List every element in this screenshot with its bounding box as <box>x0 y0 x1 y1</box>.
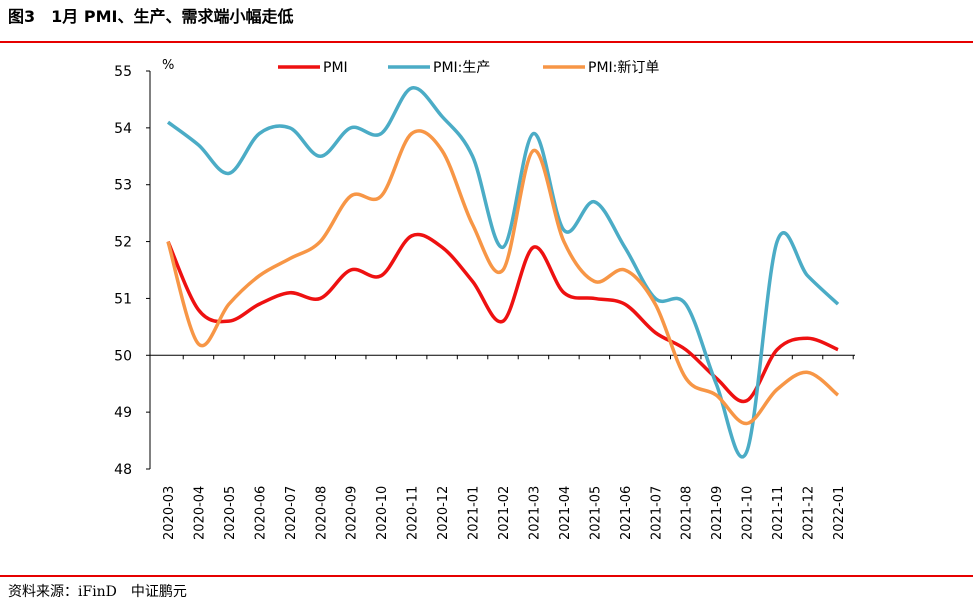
x-tick-label: 2021-04 <box>558 486 573 540</box>
legend-label: PMI:生产 <box>433 60 490 76</box>
legend-label: PMI <box>323 60 348 76</box>
y-tick-label: 53 <box>114 178 132 194</box>
x-tick-label: 2020-06 <box>253 486 268 540</box>
x-tick-label: 2021-10 <box>741 486 756 540</box>
y-tick-label: 54 <box>114 121 132 137</box>
x-tick-label: 2021-01 <box>467 486 482 540</box>
x-tick-label: 2021-11 <box>771 486 786 540</box>
x-tick-label: 2021-09 <box>710 486 725 540</box>
x-tick-label: 2020-12 <box>436 486 451 540</box>
y-tick-label: 48 <box>114 462 132 478</box>
x-tick-label: 2020-04 <box>192 486 207 540</box>
figure-title: 图3 1月 PMI、生产、需求端小幅走低 <box>8 7 293 26</box>
x-tick-label: 2021-08 <box>680 486 695 540</box>
y-tick-label: 49 <box>114 405 132 421</box>
x-tick-label: 2021-12 <box>802 486 817 540</box>
x-tick-label: 2020-09 <box>345 486 360 540</box>
x-tick-label: 2021-05 <box>588 486 603 540</box>
line <box>166 129 840 426</box>
x-tick-label: 2021-07 <box>649 486 664 540</box>
line <box>166 86 840 459</box>
unit-label: % <box>162 58 174 73</box>
x-tick-label: 2020-08 <box>314 486 329 540</box>
legend-label: PMI:新订单 <box>588 60 659 76</box>
x-tick-label: 2021-02 <box>497 486 512 540</box>
x-tick-label: 2021-06 <box>619 486 634 540</box>
x-tick-label: 2021-03 <box>527 486 542 540</box>
x-tick-label: 2022-01 <box>832 486 847 540</box>
y-tick-label: 51 <box>114 291 132 307</box>
y-tick-label: 50 <box>114 348 132 364</box>
x-tick-label: 2020-11 <box>406 486 421 540</box>
x-tick-label: 2020-10 <box>375 486 390 540</box>
line <box>166 232 839 404</box>
y-tick-label: 52 <box>114 235 132 251</box>
x-tick-label: 2020-03 <box>162 486 177 540</box>
x-tick-label: 2020-05 <box>223 486 238 540</box>
x-tick-label: 2020-07 <box>284 486 299 540</box>
source: 资料来源：iFinD 中证鹏元 <box>8 584 187 600</box>
y-tick-label: 55 <box>114 64 132 80</box>
